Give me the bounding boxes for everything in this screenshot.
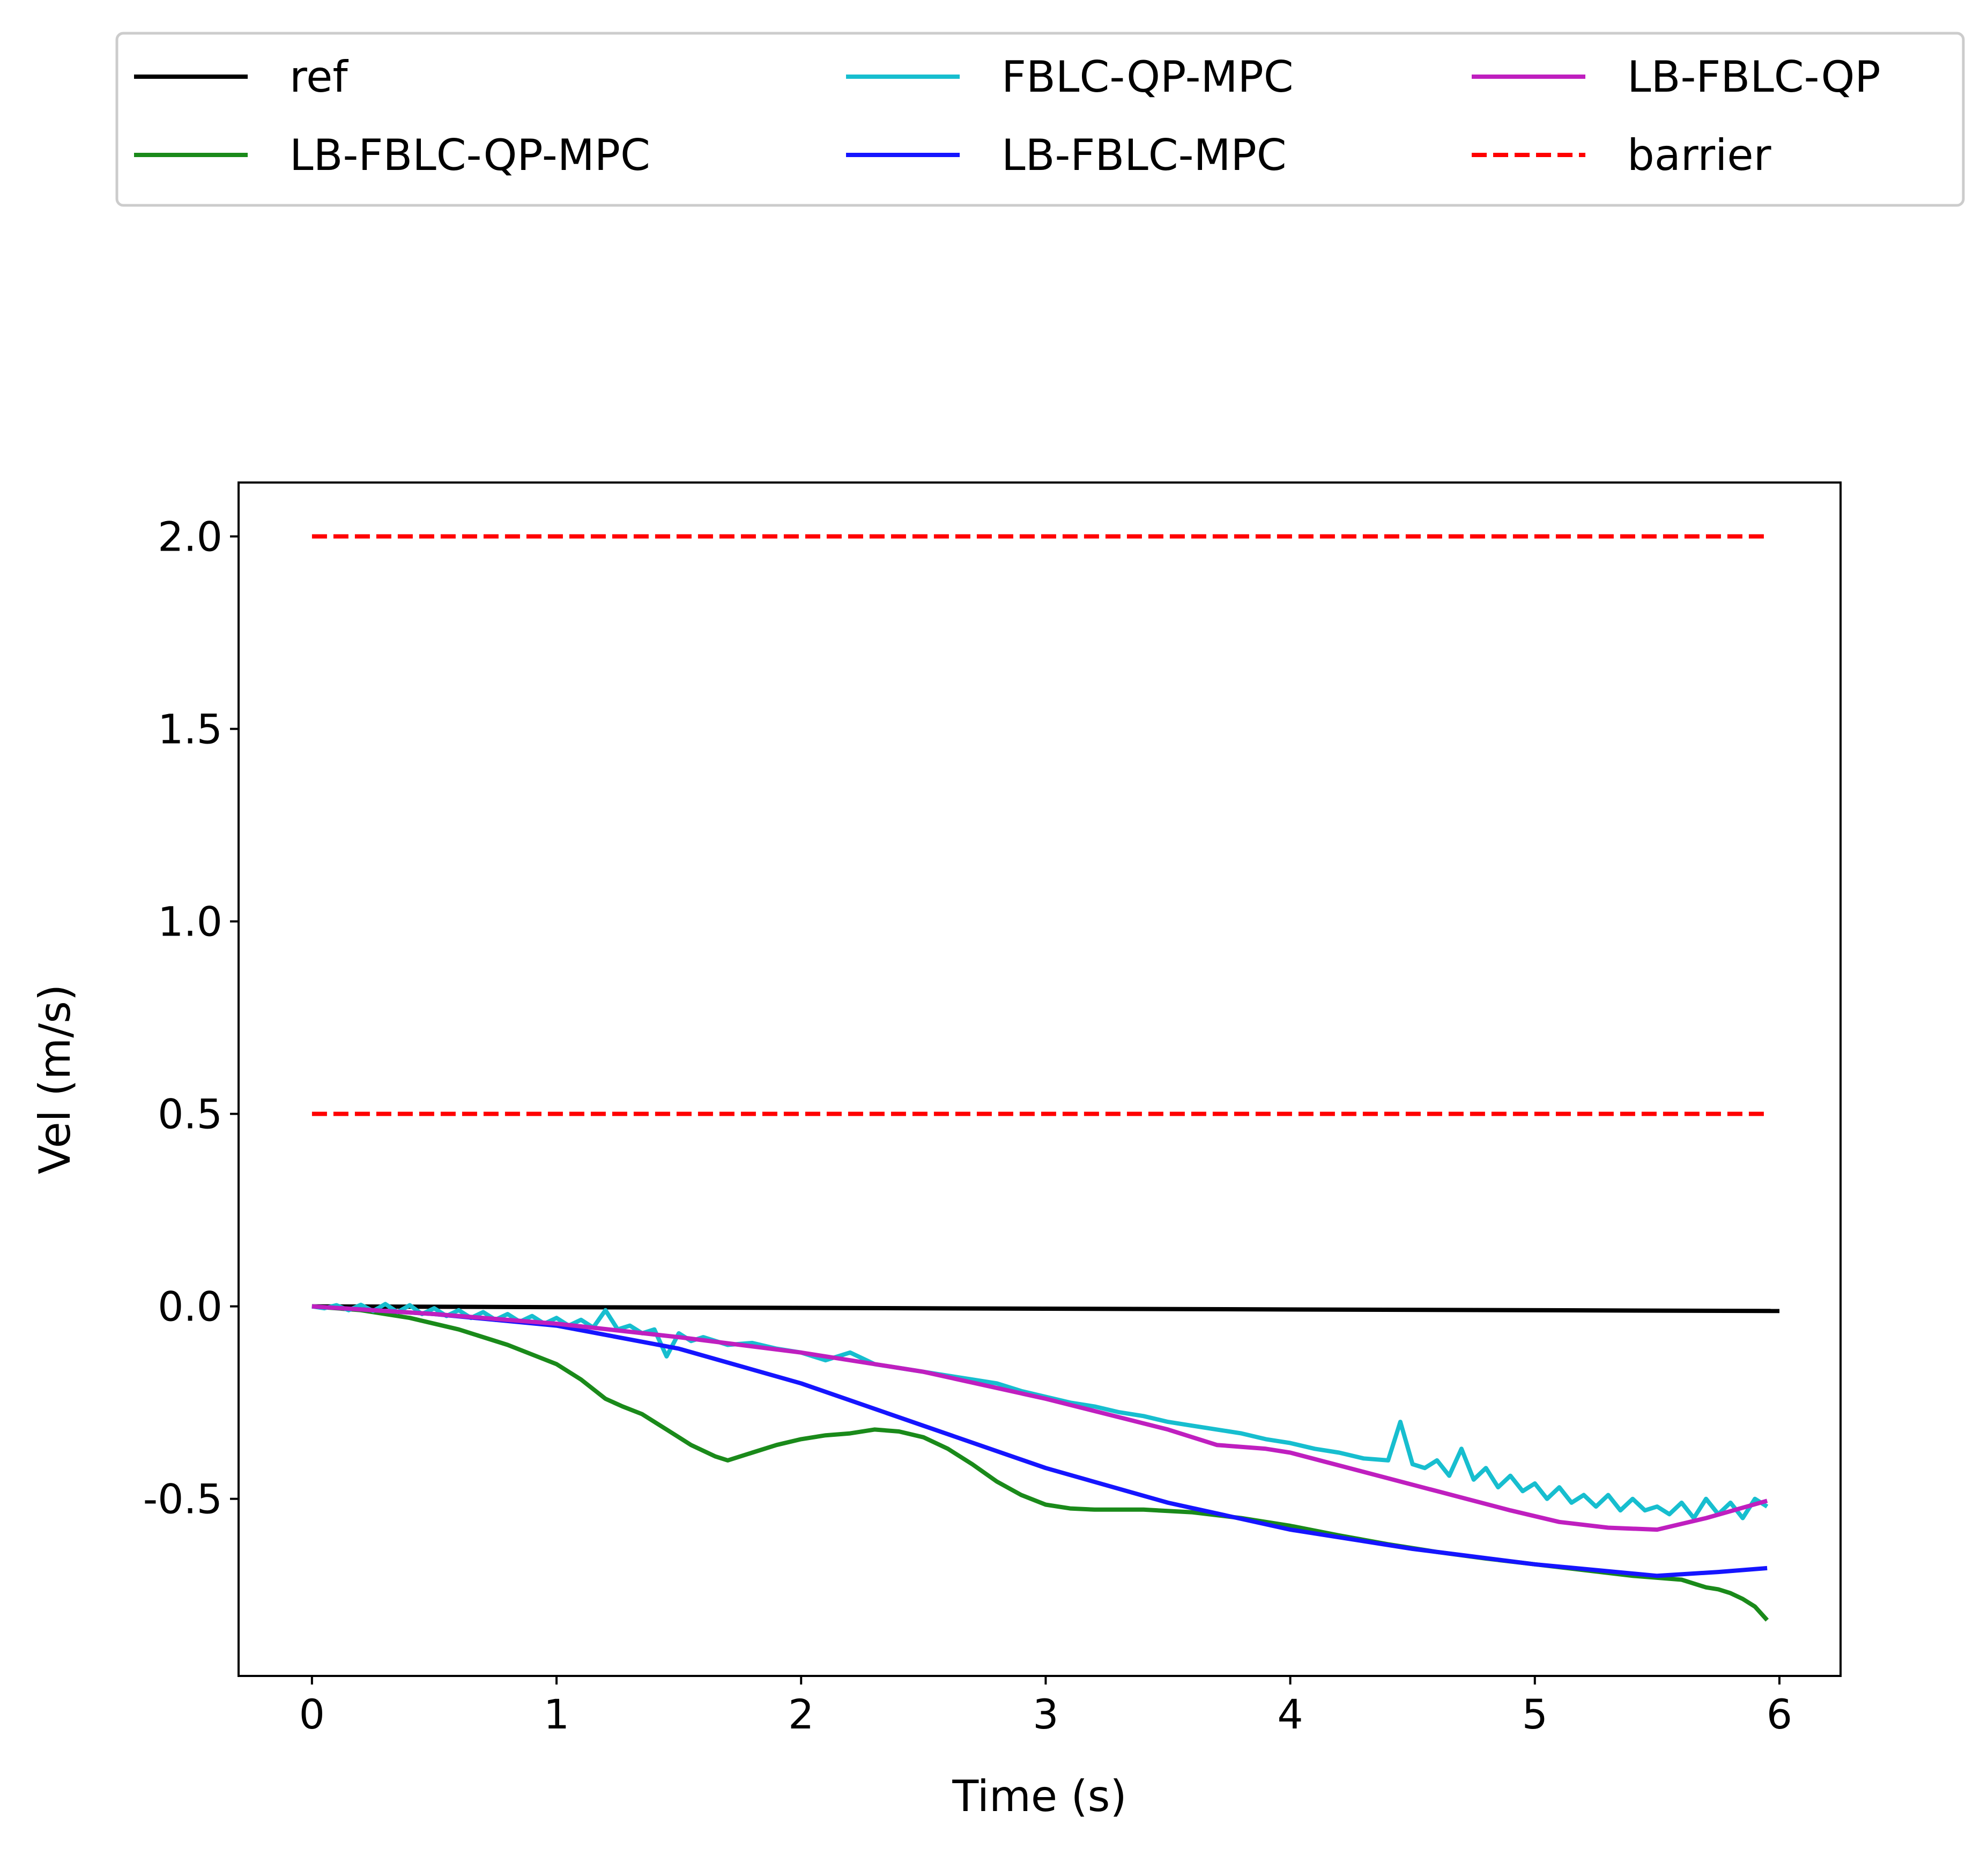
x-tick-label: 4 (1277, 1690, 1303, 1738)
series-line-lb-fblc-mpc-3 (311, 1304, 1768, 1578)
x-tick-label: 0 (299, 1690, 325, 1738)
x-tick-label: 3 (1033, 1690, 1058, 1738)
y-axis-label: Vel (m/s) (30, 984, 80, 1174)
legend: ref LB-FBLC-QP-MPC FBLC-QP-MPC LB-FBLC-MPC L… (115, 32, 1965, 207)
y-tick-label: 0.5 (158, 1090, 222, 1138)
series-line-lb-fblc-qp-4 (311, 1304, 1768, 1532)
x-axis: 0 1 2 3 4 5 6 (299, 1676, 1792, 1738)
x-tick-label: 1 (544, 1690, 569, 1738)
plot-area (238, 481, 1842, 1677)
x-tick-label: 6 (1767, 1690, 1792, 1738)
series-line-ref-0 (311, 1304, 1780, 1314)
y-tick-label: 1.5 (158, 706, 222, 753)
series-line-lb-fblc-qp-mpc-1 (311, 1304, 1769, 1622)
plot-frame (238, 481, 1842, 1677)
y-tick-label: 0.0 (158, 1283, 222, 1331)
legend-entry: LB-FBLC-QP-MPC (134, 130, 650, 180)
x-tick-label: 5 (1522, 1690, 1548, 1738)
legend-entry: LB-FBLC-MPC (846, 130, 1287, 180)
legend-label: ref (290, 52, 348, 102)
legend-label: barrier (1627, 130, 1771, 180)
legend-entry: LB-FBLC-QP (1472, 52, 1881, 102)
y-tick-label: 1.0 (158, 898, 222, 946)
legend-entry: barrier (1472, 130, 1771, 180)
y-tick-label: -0.5 (143, 1475, 222, 1523)
y-axis: -0.5 0.0 0.5 1.0 1.5 2.0 (143, 513, 239, 1523)
x-axis-label: Time (s) (952, 1771, 1126, 1821)
legend-entry: ref (134, 52, 348, 102)
legend-items: ref LB-FBLC-QP-MPC FBLC-QP-MPC LB-FBLC-MPC L… (134, 52, 1881, 180)
legend-label: LB-FBLC-QP-MPC (290, 130, 650, 180)
y-tick-label: 2.0 (158, 513, 222, 561)
series-layer (311, 534, 1780, 1622)
legend-label: FBLC-QP-MPC (1002, 52, 1294, 102)
legend-label: LB-FBLC-MPC (1002, 130, 1287, 180)
legend-label: LB-FBLC-QP (1627, 52, 1881, 102)
legend-entry: FBLC-QP-MPC (846, 52, 1294, 102)
x-tick-label: 2 (788, 1690, 814, 1738)
